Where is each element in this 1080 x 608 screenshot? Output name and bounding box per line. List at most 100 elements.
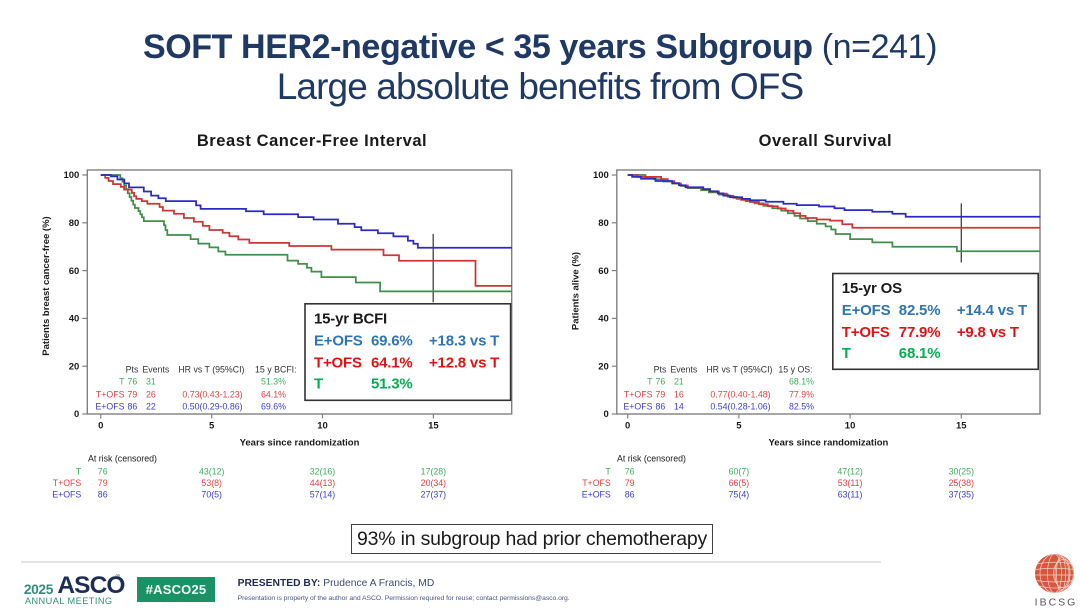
svg-text:15 y OS:: 15 y OS:	[778, 365, 812, 375]
svg-text:16: 16	[674, 389, 684, 399]
svg-text:E+OFS: E+OFS	[842, 302, 891, 319]
svg-text:T+OFS: T+OFS	[53, 478, 82, 488]
svg-text:T+OFS: T+OFS	[314, 354, 362, 371]
svg-text:15 y BCFI:: 15 y BCFI:	[255, 365, 297, 375]
svg-text:T: T	[842, 345, 851, 362]
svg-text:15: 15	[428, 421, 439, 432]
svg-text:60(7): 60(7)	[729, 467, 750, 477]
svg-text:Pts: Pts	[654, 365, 667, 375]
svg-text:T: T	[314, 375, 323, 392]
svg-text:Patients breast cancer-free (%: Patients breast cancer-free (%)	[41, 216, 52, 355]
svg-text:30(25): 30(25)	[949, 467, 974, 477]
svg-text:69.6%: 69.6%	[261, 402, 286, 412]
svg-text:86: 86	[625, 490, 635, 500]
svg-text:40: 40	[598, 314, 609, 325]
svg-text:21: 21	[674, 376, 684, 386]
svg-text:37(35): 37(35)	[949, 490, 974, 500]
svg-text:5: 5	[209, 421, 215, 432]
svg-text:E+OFS: E+OFS	[582, 490, 611, 500]
svg-text:T: T	[605, 467, 611, 477]
svg-text:HR vs T (95%CI): HR vs T (95%CI)	[178, 365, 244, 375]
svg-text:+9.8 vs T: +9.8 vs T	[957, 324, 1019, 341]
svg-text:0: 0	[98, 421, 103, 432]
svg-text:5: 5	[736, 421, 742, 432]
svg-text:86: 86	[98, 490, 108, 500]
svg-text:0.77(0.40-1.48): 0.77(0.40-1.48)	[710, 389, 770, 399]
svg-text:68.1%: 68.1%	[899, 345, 941, 362]
svg-text:77.9%: 77.9%	[789, 389, 814, 399]
svg-text:64.1%: 64.1%	[371, 354, 413, 371]
svg-text:51.3%: 51.3%	[371, 375, 413, 392]
svg-text:14: 14	[674, 402, 684, 412]
svg-text:66(5): 66(5)	[729, 478, 750, 488]
svg-text:0: 0	[74, 409, 79, 420]
svg-text:T+OFS: T+OFS	[842, 324, 890, 341]
svg-text:15-yr OS: 15-yr OS	[842, 280, 902, 297]
svg-text:27(37): 27(37)	[421, 490, 446, 500]
svg-text:76: 76	[98, 467, 108, 477]
svg-text:Years since randomization: Years since randomization	[240, 438, 360, 449]
svg-text:53(11): 53(11)	[838, 478, 863, 488]
svg-text:60: 60	[598, 266, 609, 277]
svg-text:31: 31	[146, 376, 156, 386]
svg-text:Overall Survival: Overall Survival	[759, 132, 893, 150]
svg-text:T: T	[76, 467, 82, 477]
svg-text:At risk (censored): At risk (censored)	[617, 454, 686, 464]
svg-text:68.1%: 68.1%	[789, 376, 814, 386]
svg-text:44(13): 44(13)	[310, 478, 335, 488]
svg-text:E+OFS: E+OFS	[52, 490, 81, 500]
svg-text:76: 76	[656, 376, 666, 386]
svg-text:26: 26	[146, 389, 156, 399]
svg-text:79: 79	[656, 389, 666, 399]
svg-text:0: 0	[625, 421, 630, 432]
svg-text:79: 79	[128, 389, 138, 399]
svg-text:82.5%: 82.5%	[899, 302, 941, 319]
svg-text:0: 0	[604, 409, 609, 420]
svg-text:Pts: Pts	[126, 365, 139, 375]
svg-text:82.5%: 82.5%	[789, 402, 814, 412]
svg-text:100: 100	[63, 170, 79, 181]
svg-text:17(28): 17(28)	[421, 467, 446, 477]
svg-text:T+OFS: T+OFS	[96, 389, 125, 399]
svg-text:15: 15	[956, 421, 967, 432]
svg-text:T+OFS: T+OFS	[582, 478, 611, 488]
svg-text:20: 20	[69, 361, 80, 372]
svg-text:20(34): 20(34)	[421, 478, 446, 488]
svg-text:E+OFS: E+OFS	[314, 332, 363, 349]
svg-text:51.3%: 51.3%	[261, 376, 286, 386]
svg-text:Events: Events	[142, 365, 169, 375]
svg-text:80: 80	[69, 218, 80, 229]
svg-text:79: 79	[98, 478, 108, 488]
svg-text:IBCSG: IBCSG	[1035, 597, 1078, 608]
svg-text:64.1%: 64.1%	[261, 389, 286, 399]
svg-text:25(38): 25(38)	[949, 478, 974, 488]
svg-text:86: 86	[656, 402, 666, 412]
svg-text:T: T	[119, 376, 125, 386]
svg-text:15-yr BCFI: 15-yr BCFI	[314, 310, 387, 327]
svg-text:79: 79	[625, 478, 635, 488]
svg-text:63(11): 63(11)	[838, 490, 863, 500]
svg-text:E+OFS: E+OFS	[95, 402, 124, 412]
svg-text:43(12): 43(12)	[199, 467, 224, 477]
svg-text:32(16): 32(16)	[310, 467, 335, 477]
svg-text:+14.4 vs T: +14.4 vs T	[957, 302, 1027, 319]
svg-text:76: 76	[625, 467, 635, 477]
svg-text:75(4): 75(4)	[729, 490, 750, 500]
svg-text:Years since randomization: Years since randomization	[768, 438, 888, 449]
svg-text:40: 40	[69, 314, 80, 325]
svg-text:22: 22	[146, 402, 156, 412]
svg-text:10: 10	[845, 421, 856, 432]
svg-text:0.54(0.28-1.06): 0.54(0.28-1.06)	[710, 402, 770, 412]
svg-text:76: 76	[128, 376, 138, 386]
svg-text:Breast Cancer-Free Interval: Breast Cancer-Free Interval	[197, 132, 427, 150]
svg-text:20: 20	[598, 361, 609, 372]
svg-text:0.50(0.29-0.86): 0.50(0.29-0.86)	[182, 402, 242, 412]
svg-text:+12.8 vs T: +12.8 vs T	[429, 354, 499, 371]
svg-text:Patients alive (%): Patients alive (%)	[570, 252, 581, 330]
svg-text:T: T	[647, 376, 653, 386]
svg-text:86: 86	[128, 402, 138, 412]
svg-text:80: 80	[598, 218, 609, 229]
svg-text:100: 100	[593, 170, 609, 181]
svg-text:T+OFS: T+OFS	[624, 389, 653, 399]
svg-text:At risk (censored): At risk (censored)	[88, 454, 157, 464]
